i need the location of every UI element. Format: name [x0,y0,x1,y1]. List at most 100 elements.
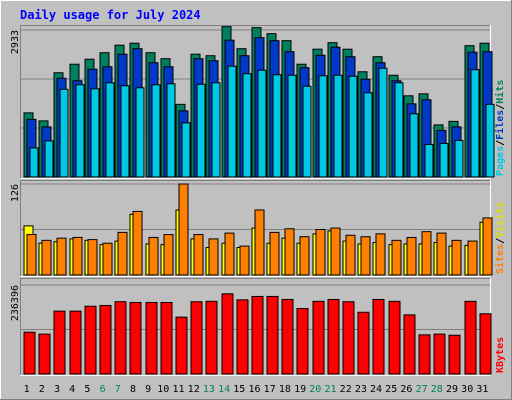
bar-pages-day-15 [242,73,252,178]
day-label: 31 [476,384,488,395]
bar-pages-day-30 [470,69,480,178]
bar-sites-day-27 [421,231,432,276]
bar-pages-day-10 [166,83,176,178]
bar-kbytes-day-21 [327,298,340,375]
bar-kbytes-day-28 [433,333,446,375]
bar-sites-day-22 [345,234,356,276]
bar-kbytes-day-30 [464,300,477,375]
bar-sites-day-24 [375,233,386,276]
bar-sites-day-17 [269,231,280,276]
day-label: 14 [218,384,230,395]
bar-kbytes-day-14 [221,293,234,375]
bar-pages-day-11 [181,122,191,178]
bar-sites-day-21 [330,227,341,276]
day-label: 6 [100,384,106,395]
day-label: 22 [340,384,352,395]
bar-kbytes-day-1 [23,331,36,375]
bar-sites-day-12 [193,234,204,276]
day-label: 3 [54,384,60,395]
bar-pages-day-6 [105,82,115,178]
day-label: 16 [248,384,260,395]
day-label: 11 [172,384,184,395]
bar-kbytes-day-23 [357,311,370,375]
bar-kbytes-day-5 [84,305,97,375]
bar-pages-day-28 [439,142,449,178]
bar-pages-day-19 [302,85,312,178]
bar-pages-day-22 [348,75,358,178]
bar-sites-day-15 [239,245,250,276]
bar-sites-day-2 [41,239,52,276]
bar-sites-day-26 [406,236,417,276]
bar-pages-day-18 [287,74,297,178]
bar-kbytes-day-22 [342,301,355,375]
bar-kbytes-day-3 [53,310,66,375]
day-label: 20 [309,384,321,395]
bar-kbytes-day-19 [296,307,309,375]
bar-sites-day-10 [163,234,174,276]
bar-sites-day-1 [26,234,37,276]
bar-kbytes-day-13 [205,300,218,375]
bar-pages-day-5 [90,88,100,178]
bar-sites-day-20 [315,229,326,276]
bar-kbytes-day-4 [69,310,82,375]
chart-title: Daily usage for July 2024 [20,8,201,22]
bar-pages-day-25 [394,82,404,178]
day-label: 25 [385,384,397,395]
bar-pages-day-8 [135,87,145,178]
day-label: 9 [145,384,151,395]
day-label: 7 [115,384,121,395]
day-label: 28 [431,384,443,395]
bar-sites-day-9 [148,236,159,276]
bar-sites-day-19 [299,236,310,276]
day-label: 19 [294,384,306,395]
bar-sites-day-31 [482,217,493,276]
legend-label: Sites/Visits [494,202,506,274]
y-max-label: 236396 [10,285,21,321]
day-label: 23 [355,384,367,395]
bar-kbytes-day-17 [266,295,279,375]
bar-pages-day-16 [257,69,267,178]
bar-sites-day-3 [56,237,67,276]
bar-kbytes-day-31 [479,313,492,375]
bar-kbytes-day-25 [388,300,401,375]
bar-sites-day-18 [284,228,295,276]
bar-sites-day-23 [360,236,371,276]
bar-pages-day-7 [120,85,130,178]
bar-pages-day-13 [211,82,221,178]
bar-pages-day-14 [227,65,237,178]
bar-kbytes-day-27 [418,334,431,375]
bar-kbytes-day-11 [175,316,188,375]
bar-kbytes-day-26 [403,314,416,375]
bar-pages-day-21 [333,74,343,178]
bar-pages-day-17 [272,74,282,178]
bar-pages-day-26 [409,113,419,178]
bar-kbytes-day-9 [145,301,158,375]
bar-sites-day-5 [87,239,98,276]
bar-kbytes-day-10 [160,301,173,375]
bar-pages-day-2 [44,140,54,178]
bar-sites-day-30 [467,240,478,276]
day-label: 24 [370,384,382,395]
day-label: 17 [264,384,276,395]
y-max-label: 2933 [10,30,21,54]
day-label: 29 [446,384,458,395]
bar-sites-day-28 [436,232,447,276]
bar-pages-day-23 [363,92,373,178]
bar-kbytes-day-24 [372,298,385,375]
day-label: 30 [461,384,473,395]
bar-sites-day-14 [224,232,235,276]
day-label: 15 [233,384,245,395]
panel-2: 126 Sites/Visits [10,180,506,277]
panel-3: 236396 KBytes [10,278,506,376]
bar-kbytes-day-2 [38,333,51,375]
day-label: 13 [203,384,215,395]
legend-label: Pages/Files/Hits [494,80,506,176]
day-label: 1 [24,384,30,395]
bar-sites-day-4 [72,236,83,276]
bar-pages-day-12 [196,83,206,178]
bar-kbytes-day-8 [129,301,142,375]
bar-sites-day-25 [391,239,402,276]
bar-kbytes-day-20 [312,300,325,375]
bar-pages-day-27 [424,143,434,178]
